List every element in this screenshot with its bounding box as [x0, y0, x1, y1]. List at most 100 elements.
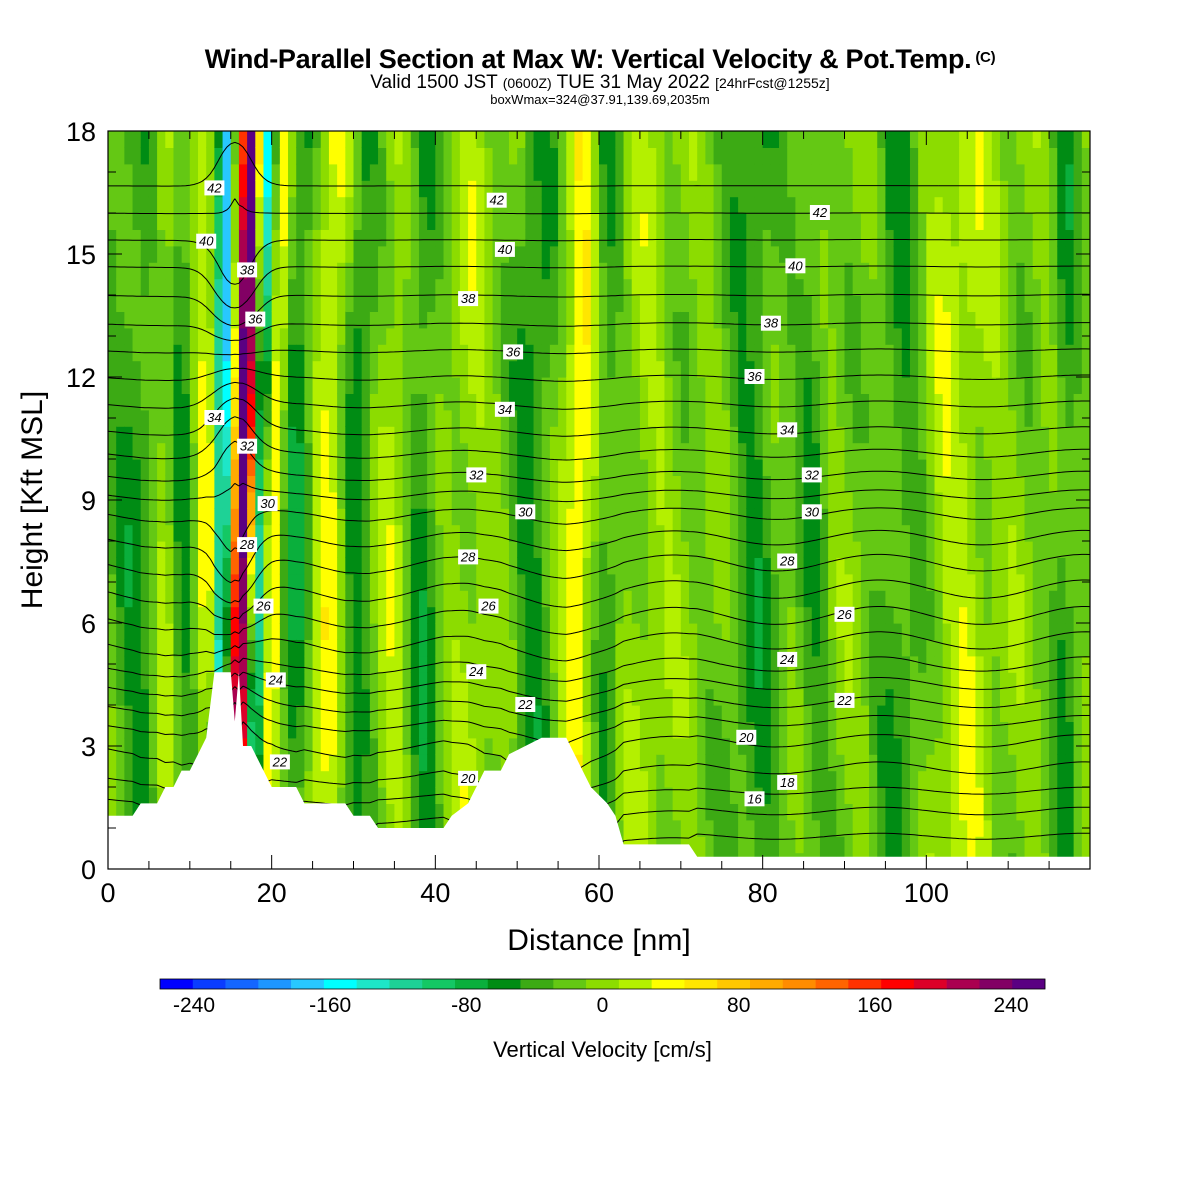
velocity-cell	[198, 131, 207, 148]
velocity-cell	[836, 557, 846, 575]
velocity-cell	[394, 442, 404, 460]
velocity-cell	[967, 147, 977, 165]
velocity-cell	[320, 229, 330, 247]
velocity-cell	[214, 557, 224, 575]
velocity-cell	[451, 508, 461, 526]
velocity-cell	[705, 819, 715, 837]
velocity-cell	[926, 524, 936, 542]
velocity-cell	[304, 475, 314, 493]
velocity-cell	[705, 344, 715, 362]
velocity-cell	[852, 196, 862, 214]
velocity-cell	[999, 459, 1009, 476]
velocity-cell	[558, 426, 567, 444]
velocity-cell	[255, 705, 265, 722]
velocity-cell	[959, 442, 968, 460]
velocity-cell	[566, 573, 576, 591]
velocity-cell	[173, 278, 183, 296]
velocity-cell	[451, 262, 461, 280]
velocity-cell	[124, 459, 134, 476]
velocity-cell	[746, 524, 756, 542]
velocity-cell	[288, 655, 297, 673]
velocity-cell	[369, 147, 379, 165]
velocity-cell	[680, 147, 690, 165]
velocity-cell	[108, 754, 117, 772]
velocity-cell	[590, 508, 600, 526]
velocity-cell	[337, 393, 346, 411]
velocity-cell	[852, 557, 862, 575]
velocity-cell	[394, 245, 404, 263]
velocity-cell	[738, 196, 747, 214]
velocity-cell	[623, 295, 633, 312]
velocity-cell	[1008, 229, 1017, 247]
velocity-cell	[844, 213, 854, 230]
velocity-cell	[754, 147, 764, 165]
velocity-cell	[541, 705, 551, 722]
velocity-cell	[950, 573, 960, 591]
velocity-cell	[877, 229, 887, 247]
velocity-cell	[148, 360, 158, 378]
velocity-cell	[754, 393, 764, 411]
velocity-cell	[222, 262, 232, 280]
velocity-cell	[418, 180, 428, 198]
velocity-cell	[173, 623, 183, 640]
velocity-cell	[787, 836, 796, 854]
velocity-cell	[909, 426, 919, 444]
velocity-cell	[206, 147, 215, 165]
velocity-cell	[198, 655, 207, 673]
velocity-cell	[942, 229, 952, 247]
velocity-cell	[181, 295, 191, 312]
velocity-cell	[148, 295, 158, 312]
velocity-cell	[983, 787, 993, 804]
velocity-cell	[607, 426, 616, 444]
velocity-cell	[206, 245, 215, 263]
velocity-cell	[517, 262, 526, 280]
velocity-cell	[574, 147, 584, 165]
velocity-cell	[975, 836, 985, 854]
velocity-cell	[271, 360, 281, 378]
velocity-cell	[328, 508, 338, 526]
velocity-cell	[508, 557, 518, 575]
velocity-cell	[418, 295, 428, 312]
velocity-cell	[418, 147, 428, 165]
velocity-cell	[222, 327, 232, 345]
velocity-cell	[770, 459, 780, 476]
velocity-cell	[926, 213, 936, 230]
velocity-cell	[950, 393, 960, 411]
velocity-cell	[148, 131, 158, 148]
velocity-cell	[517, 196, 526, 214]
velocity-cell	[410, 475, 420, 493]
velocity-cell	[697, 491, 706, 509]
velocity-cell	[901, 459, 911, 476]
velocity-cell	[672, 491, 682, 509]
velocity-cell	[189, 377, 199, 394]
velocity-cell	[222, 426, 232, 444]
velocity-cell	[770, 131, 780, 148]
velocity-cell	[893, 557, 903, 575]
velocity-cell	[500, 327, 510, 345]
velocity-cell	[967, 459, 977, 476]
velocity-cell	[500, 262, 510, 280]
velocity-cell	[885, 360, 895, 378]
velocity-cell	[721, 393, 731, 411]
velocity-cell	[729, 393, 739, 411]
velocity-cell	[729, 360, 739, 378]
velocity-cell	[705, 787, 715, 804]
velocity-cell	[615, 754, 625, 772]
velocity-cell	[909, 524, 919, 542]
velocity-cell	[885, 672, 895, 690]
velocity-cell	[811, 770, 821, 788]
velocity-cell	[108, 360, 117, 378]
velocity-cell	[361, 754, 371, 772]
velocity-cell	[918, 770, 927, 788]
velocity-cell	[386, 655, 396, 673]
velocity-cell	[263, 475, 273, 493]
velocity-cell	[926, 770, 936, 788]
velocity-cell	[140, 393, 150, 411]
velocity-cell	[975, 606, 985, 624]
velocity-cell	[157, 295, 166, 312]
velocity-cell	[369, 163, 379, 181]
velocity-cell	[337, 360, 346, 378]
velocity-cell	[328, 229, 338, 247]
velocity-cell	[484, 295, 494, 312]
velocity-cell	[263, 229, 273, 247]
